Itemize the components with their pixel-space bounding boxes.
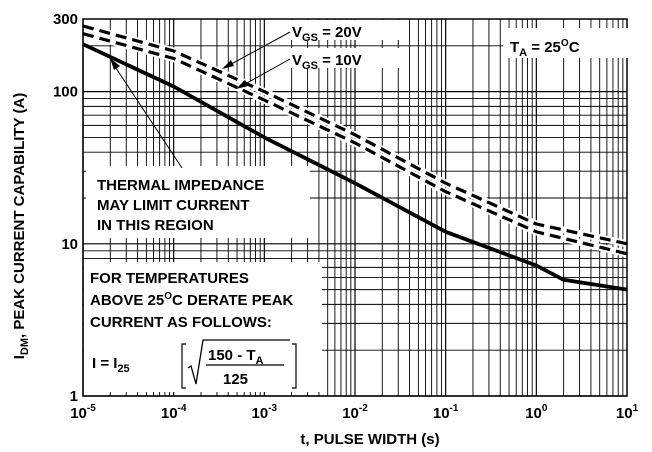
thermal-note-line2: MAY LIMIT CURRENT (97, 197, 250, 214)
x-axis-label: t, PULSE WIDTH (s) (300, 431, 439, 448)
vgs20-arrowhead (222, 60, 234, 69)
series-2-line (82, 42, 628, 292)
vgs20-label: VGS = 20V (292, 24, 362, 44)
series-1-line (82, 32, 628, 256)
y-tick-label: 10 (61, 236, 78, 253)
ta-label: TA = 25OC (510, 38, 580, 59)
ta-label-box (503, 28, 629, 58)
vgs20-arrow (223, 31, 291, 69)
derate-line2: ABOVE 25OC DERATE PEAK (90, 291, 294, 309)
y-tick-label: 100 (53, 84, 78, 101)
formula-right-bracket (292, 343, 297, 389)
vgs10-arrowhead (236, 80, 248, 89)
x-tick-label: 10-2 (342, 403, 368, 422)
derate-line1: FOR TEMPERATURES (90, 270, 249, 287)
x-tick-label: 10-1 (433, 403, 459, 422)
y-tick-labels: 1 10 100 300 (53, 11, 78, 405)
plot-frame (82, 18, 628, 397)
vgs10-label-box (287, 48, 401, 68)
thermal-note-box (86, 166, 310, 238)
formula-left-bracket (181, 343, 186, 389)
y-tick-label: 300 (53, 11, 78, 28)
derate-line3: CURRENT AS FOLLOWS: (90, 314, 272, 331)
thermal-note-line3: IN THIS REGION (97, 217, 214, 234)
y-tick-label: 1 (70, 388, 78, 405)
series-0-line (82, 24, 628, 246)
formula-sqrt-sign (187, 339, 290, 385)
vgs20-label-box (287, 20, 401, 40)
derate-formula-lhs: I = I25 (92, 355, 130, 375)
y-axis-label: IDM, PEAK CURRENT CAPABILITY (A) (11, 93, 31, 360)
x-tick-label: 10-4 (161, 403, 187, 422)
thermal-note-line1: THERMAL IMPEDANCE (97, 177, 264, 194)
vgs10-arrow (237, 58, 291, 89)
vgs10-label: VGS = 10V (292, 52, 362, 72)
series-layer (82, 22, 628, 292)
thermal-arrow (111, 61, 183, 169)
x-tick-labels: 10-5 10-4 10-3 10-2 10-1 100 101 (70, 403, 638, 422)
formula-numerator: 150 - TA (208, 347, 264, 367)
thermal-arrowhead (110, 58, 120, 70)
derate-note-box (84, 262, 322, 392)
x-tick-label: 10-5 (70, 403, 96, 422)
x-tick-label: 101 (616, 403, 639, 422)
formula-denominator: 125 (223, 371, 248, 388)
x-tick-label: 10-3 (252, 403, 278, 422)
x-tick-label: 100 (525, 403, 548, 422)
